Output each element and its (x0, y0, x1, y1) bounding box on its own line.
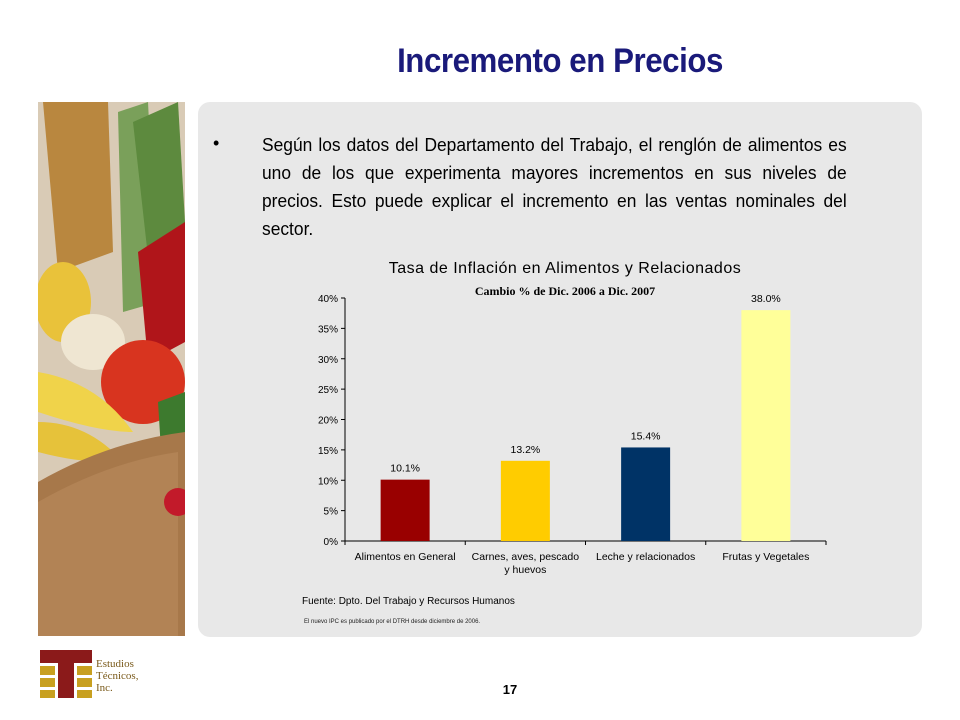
bar (500, 460, 550, 541)
category-label: Frutas y Vegetales (722, 551, 809, 563)
bar (380, 479, 430, 541)
y-tick-label: 25% (318, 385, 338, 396)
bar-value-label: 10.1% (390, 463, 420, 475)
y-tick-label: 40% (318, 294, 338, 305)
logo-line-2: Técnicos, (96, 670, 139, 682)
bar-value-label: 15.4% (631, 430, 661, 442)
category-label: Alimentos en General (355, 551, 456, 563)
bar-value-label: 13.2% (510, 444, 540, 456)
y-tick-label: 30% (318, 355, 338, 366)
category-label: Carnes, aves, pescado (472, 551, 580, 563)
bar-value-label: 38.0% (751, 293, 781, 305)
y-tick-label: 20% (318, 416, 338, 427)
bar (621, 447, 671, 541)
y-tick-label: 5% (324, 507, 339, 518)
logo-mark-icon (40, 650, 92, 698)
inflation-bar-chart: 0% 5% 10% 15% 20% 25% 30% 35% 40% 10.1% Alimentos … (318, 293, 827, 576)
category-label: Leche y relacionados (596, 551, 695, 563)
chart-subtitle: Cambio % de Dic. 2006 a Dic. 2007 (474, 284, 656, 298)
chart-note: El nuevo IPC es publicado por el DTRH de… (304, 619, 481, 625)
bar (741, 310, 791, 541)
chart-title: Tasa de Inflación en Alimentos y Relacio… (388, 260, 742, 277)
y-tick-label: 10% (318, 476, 338, 487)
logo-line-3: Inc. (96, 682, 113, 694)
chart-source: Fuente: Dpto. Del Trabajo y Recursos Hum… (302, 596, 515, 607)
logo-line-1: Estudios (96, 658, 134, 670)
y-tick-label: 15% (318, 446, 338, 457)
page-number: 17 (502, 682, 518, 697)
logo-text: Estudios Técnicos, Inc. (96, 658, 138, 694)
body-paragraph: Según los datos del Departamento del Tra… (262, 134, 847, 239)
slide-title: Incremento en Precios (397, 42, 723, 80)
content-panel (198, 102, 922, 637)
bullet-marker: • (213, 133, 220, 153)
category-label: y huevos (504, 564, 546, 576)
grocery-bag-photo (38, 102, 185, 636)
y-tick-label: 35% (318, 324, 338, 335)
y-tick-label: 0% (324, 537, 339, 548)
grocery-illustration (38, 102, 185, 636)
company-logo (38, 648, 178, 700)
